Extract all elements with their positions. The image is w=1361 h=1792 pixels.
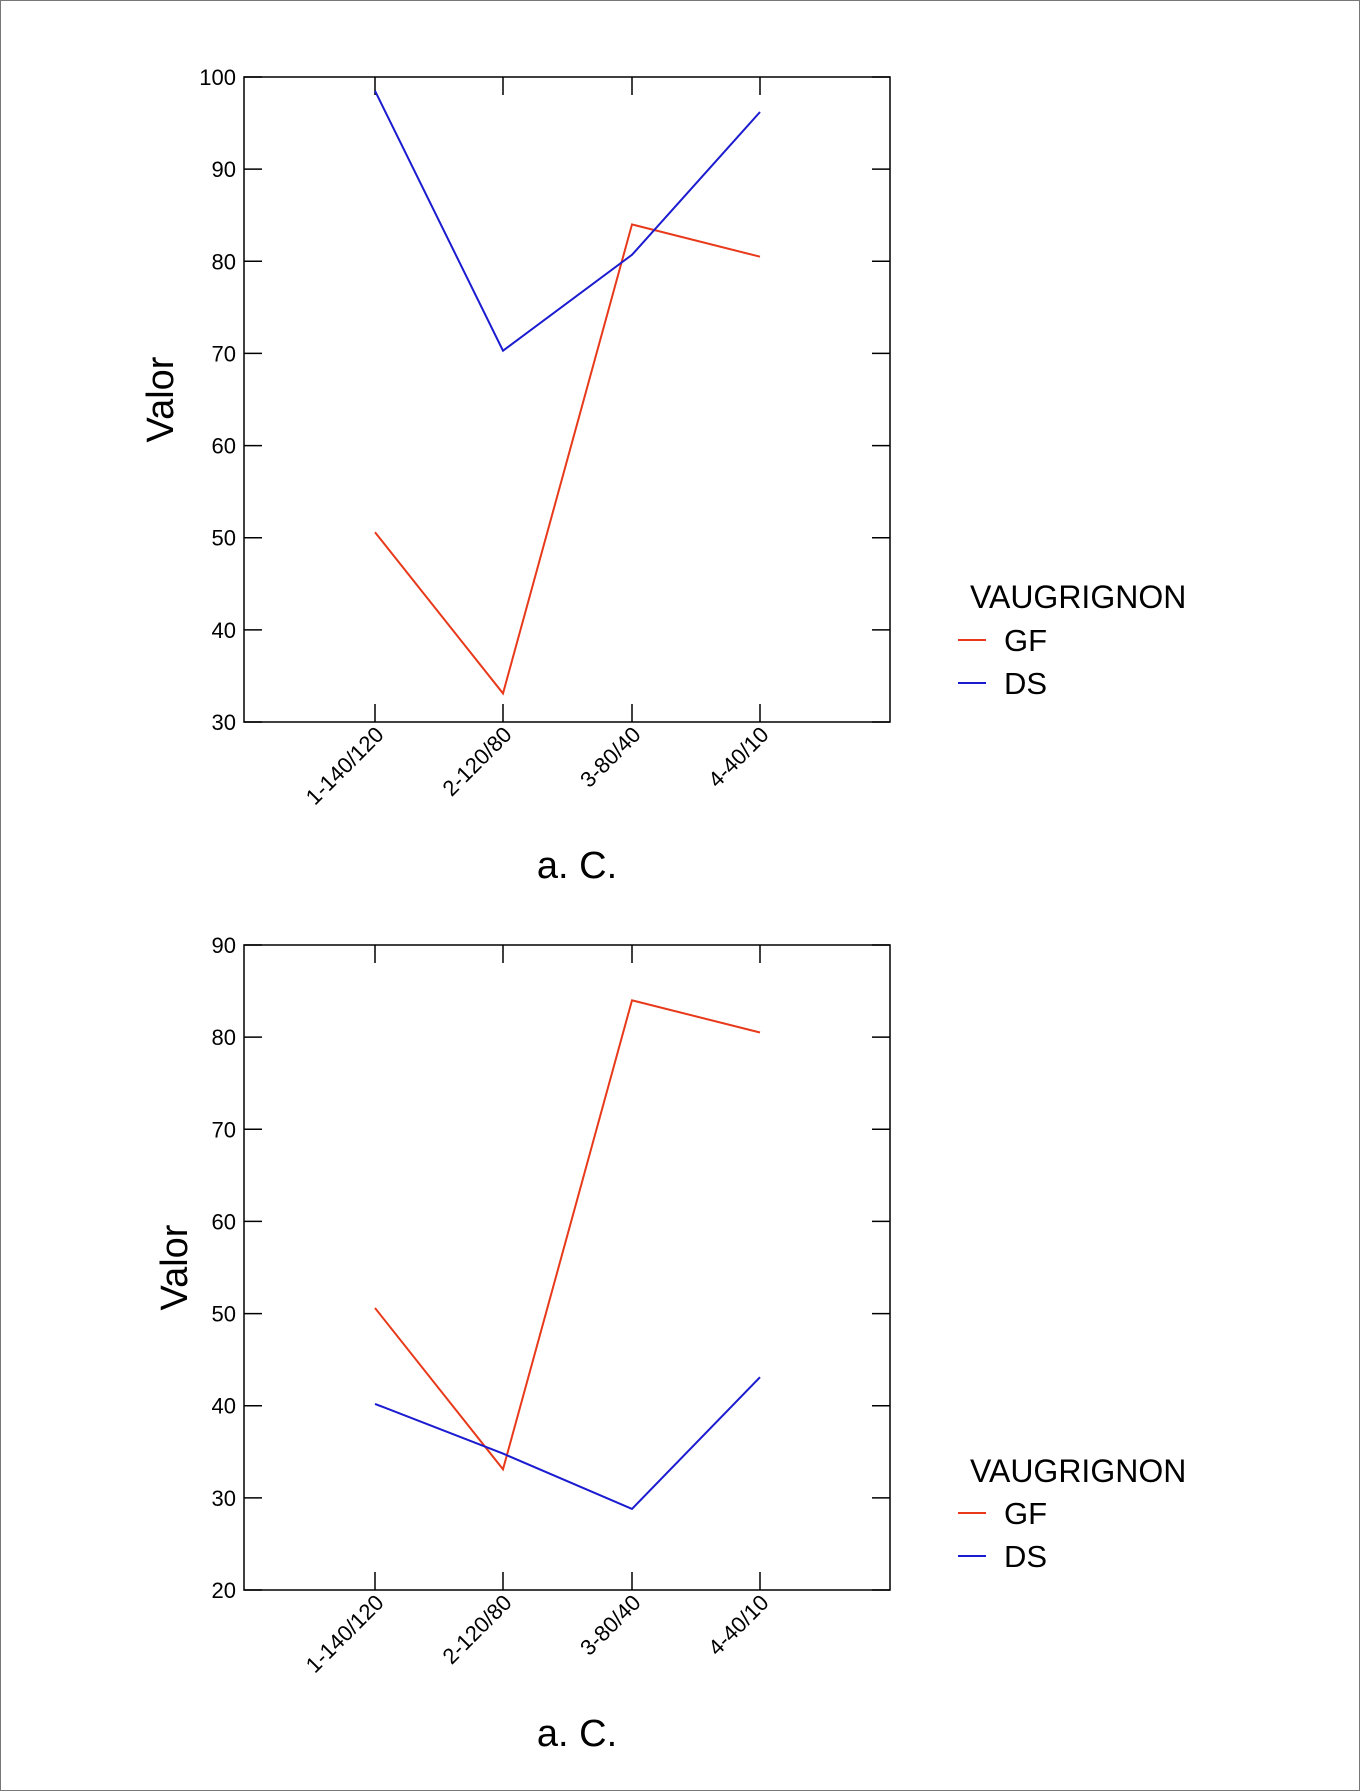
y-tick-label: 30 bbox=[212, 710, 236, 735]
series-line-ds bbox=[374, 1376, 761, 1511]
legend-label-ds: DS bbox=[1004, 666, 1047, 701]
y-tick-label: 20 bbox=[212, 1578, 236, 1603]
y-tick-label: 60 bbox=[212, 434, 236, 459]
legend-label-gf: GF bbox=[1004, 623, 1047, 658]
y-tick-label: 40 bbox=[212, 1394, 236, 1419]
x-tick-label: 1-140/120 bbox=[301, 1590, 389, 1678]
legend-label-ds: DS bbox=[1004, 1539, 1047, 1574]
x-tick-label: 2-120/80 bbox=[437, 722, 516, 801]
x-axis-title: a. C. bbox=[537, 1713, 617, 1755]
series-line-ds bbox=[374, 90, 761, 353]
x-axis-title: a. C. bbox=[537, 845, 617, 887]
legend-title: VAUGRIGNON bbox=[970, 1453, 1186, 1489]
y-tick-label: 80 bbox=[212, 249, 236, 274]
x-tick-label: 1-140/120 bbox=[301, 722, 389, 810]
x-tick-label: 4-40/10 bbox=[703, 1590, 773, 1660]
x-tick-label: 3-80/40 bbox=[575, 722, 645, 792]
plot-frame-1 bbox=[243, 76, 891, 723]
y-tick-label: 50 bbox=[212, 1302, 236, 1327]
y-tick-label: 50 bbox=[212, 526, 236, 551]
y-axis-title: Valor bbox=[154, 1224, 196, 1310]
x-tick-label: 4-40/10 bbox=[703, 722, 773, 792]
series-line-gf bbox=[374, 999, 761, 1472]
y-tick-label: 60 bbox=[212, 1209, 236, 1234]
y-tick-label: 90 bbox=[212, 157, 236, 182]
y-tick-label: 90 bbox=[212, 933, 236, 958]
y-tick-label: 70 bbox=[212, 341, 236, 366]
legend-title: VAUGRIGNON bbox=[970, 579, 1186, 615]
x-tick-label: 3-80/40 bbox=[575, 1590, 645, 1660]
y-tick-label: 70 bbox=[212, 1117, 236, 1142]
series-line-gf bbox=[374, 223, 761, 696]
plot-frame-2 bbox=[243, 944, 891, 1591]
legend-label-gf: GF bbox=[1004, 1496, 1047, 1531]
y-tick-label: 80 bbox=[212, 1025, 236, 1050]
y-tick-label: 40 bbox=[212, 618, 236, 643]
x-tick-label: 2-120/80 bbox=[437, 1590, 516, 1669]
y-tick-label: 100 bbox=[199, 65, 236, 90]
y-tick-label: 30 bbox=[212, 1486, 236, 1511]
y-axis-title: Valor bbox=[140, 356, 182, 442]
